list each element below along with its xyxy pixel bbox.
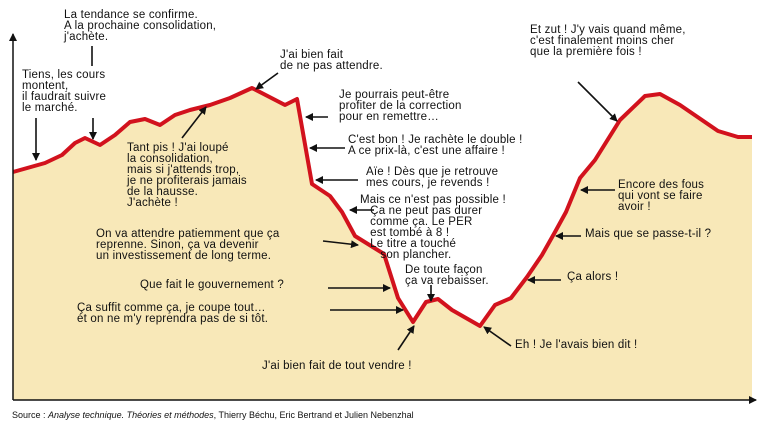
annotation-told-you: Eh ! Je l'avais bien dit ! — [515, 339, 638, 351]
annotation-wait-patiently: On va attendre patiemment que ça reprenn… — [96, 228, 280, 262]
price-curve — [12, 86, 752, 328]
missed-arrow — [181, 106, 207, 139]
annotation-impossible: Mais ce n'est pas possible ! Ça ne peut … — [360, 194, 506, 261]
price-area-fill — [13, 88, 752, 400]
annotation-rising: Tiens, les cours montent, il faudrait su… — [22, 69, 107, 114]
wait-patiently-arrow — [322, 240, 359, 249]
annotation-what: Mais que se passe-t-il ? — [585, 228, 712, 240]
annotation-wow: Ça alors ! — [567, 271, 619, 283]
annotation-double: C'est bon ! Je rachète le double ! A ce … — [348, 134, 523, 157]
annotation-enough: Ça suffit comme ça, je coupe tout… ét on… — [77, 302, 269, 325]
annotation-fools: Encore des fous qui vont se faire avoir … — [618, 179, 705, 213]
told-you-arrow — [483, 326, 512, 347]
annotation-damn: Et zut ! J'y vais quand même, c'est fina… — [530, 24, 686, 58]
annotation-ouch: Aïe ! Dès que je retrouve mes cours, je … — [366, 166, 499, 189]
source-citation: Source : Analyse technique. Théories et … — [12, 410, 414, 420]
source-title: Analyse technique. Théories et méthodes — [48, 410, 214, 420]
source-authors: , Thierry Béchu, Eric Bertrand et Julien… — [213, 410, 414, 420]
annotation-sold-all: J'ai bien fait de tout vendre ! — [262, 360, 412, 372]
annotation-government: Que fait le gouvernement ? — [140, 279, 284, 291]
annotation-waited: J'ai bien fait de ne pas attendre. — [280, 49, 383, 72]
source-prefix: Source : — [12, 410, 49, 420]
waited-arrow — [255, 72, 279, 90]
damn-arrow — [577, 81, 618, 122]
sold-all-arrow — [397, 325, 415, 351]
annotation-rebaisser: De toute façon ça va rebaisser. — [405, 264, 489, 287]
annotation-trend: La tendance se confirme. A la prochaine … — [64, 9, 217, 43]
annotation-missed: Tant pis ! J'ai loupé la consolidation, … — [127, 142, 247, 209]
annotation-correction: Je pourrais peut-être profiter de la cor… — [339, 89, 462, 123]
